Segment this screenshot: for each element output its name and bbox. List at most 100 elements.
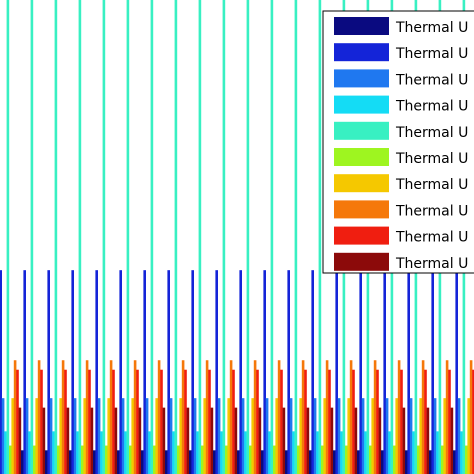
bar-g2-s9 [40, 369, 43, 474]
bar-g15-s7 [347, 398, 350, 474]
bar-g9-s4 [196, 431, 199, 474]
bar-g4-s10 [90, 407, 94, 474]
legend-swatch-1 [334, 17, 389, 35]
bar-g9-s8 [205, 360, 209, 474]
bar-g3-s3 [49, 398, 53, 474]
bar-g3-s1 [45, 450, 48, 474]
bar-g2-s4 [28, 431, 31, 474]
bar-g8-s5 [174, 0, 178, 474]
bar-g19-s10 [450, 407, 454, 474]
bar-g7-s6 [153, 445, 156, 474]
legend-swatch-8 [334, 200, 389, 219]
bar-g3-s5 [54, 0, 58, 474]
bar-g11-s1 [237, 450, 240, 474]
bar-g10-s1 [213, 450, 216, 474]
bar-g13-s4 [292, 431, 295, 474]
bar-g2-s5 [30, 0, 34, 474]
bar-g16-s2 [359, 270, 362, 474]
bar-g15-s6 [345, 445, 348, 474]
bar-g4-s8 [85, 360, 89, 474]
bar-g3-s10 [66, 407, 70, 474]
bar-g13-s9 [304, 369, 307, 474]
bar-g1-s9 [16, 369, 19, 474]
bar-g5-s5 [102, 0, 106, 474]
bar-g1-s10 [18, 407, 22, 474]
legend-label-9: Thermal U [395, 230, 468, 246]
bar-g7-s1 [141, 450, 144, 474]
legend-label-6: Thermal U [395, 151, 468, 167]
bar-g13-s3 [289, 398, 293, 474]
bar-g14-s7 [323, 398, 326, 474]
bar-g7-s7 [155, 398, 158, 474]
bar-g3-s7 [59, 398, 62, 474]
bar-g20-s6 [465, 445, 468, 474]
bar-g16-s6 [369, 445, 372, 474]
bar-g15-s4 [340, 431, 343, 474]
legend-label-3: Thermal U [395, 72, 468, 88]
bar-g10-s9 [232, 369, 235, 474]
bar-g20-s1 [453, 450, 456, 474]
bar-g15-s1 [333, 450, 336, 474]
bar-g11-s5 [246, 0, 250, 474]
bar-g3-s8 [61, 360, 65, 474]
bar-g19-s6 [441, 445, 444, 474]
bar-g1-s5 [6, 0, 10, 474]
bar-g13-s1 [285, 450, 288, 474]
bar-g9-s3 [193, 398, 197, 474]
bar-g6-s8 [133, 360, 137, 474]
bar-g14-s2 [311, 270, 314, 474]
bar-g20-s7 [467, 398, 470, 474]
bar-g2-s6 [33, 445, 36, 474]
bar-g6-s1 [117, 450, 120, 474]
bar-g9-s9 [208, 369, 211, 474]
bar-g2-s3 [25, 398, 29, 474]
bar-g6-s7 [131, 398, 134, 474]
bar-g4-s2 [71, 270, 74, 474]
bar-g20-s9 [472, 369, 474, 474]
bar-g20-s4 [460, 431, 463, 474]
bar-g5-s8 [109, 360, 113, 474]
legend-swatch-7 [334, 174, 389, 193]
bar-g10-s7 [227, 398, 230, 474]
bar-g18-s6 [417, 445, 420, 474]
bar-g18-s10 [426, 407, 430, 474]
bar-g11-s4 [244, 431, 247, 474]
bar-g17-s4 [388, 431, 391, 474]
bar-g19-s1 [429, 450, 432, 474]
bar-g12-s1 [261, 450, 264, 474]
legend-label-4: Thermal U [395, 99, 468, 115]
bar-g10-s4 [220, 431, 223, 474]
bar-g12-s5 [270, 0, 274, 474]
bar-g12-s7 [275, 398, 278, 474]
bar-g11-s3 [241, 398, 245, 474]
bar-g13-s10 [306, 407, 310, 474]
bar-g5-s10 [114, 407, 118, 474]
bar-g19-s8 [445, 360, 449, 474]
bar-g19-s9 [448, 369, 451, 474]
bar-g11-s7 [251, 398, 254, 474]
bar-g7-s10 [162, 407, 166, 474]
bar-g16-s7 [371, 398, 374, 474]
bar-g9-s10 [210, 407, 214, 474]
bar-g12-s6 [273, 445, 276, 474]
bar-g6-s2 [119, 270, 122, 474]
bar-g15-s2 [335, 270, 338, 474]
bar-g1-s4 [4, 431, 7, 474]
bar-g8-s10 [186, 407, 190, 474]
bar-g8-s4 [172, 431, 175, 474]
legend-swatch-4 [334, 95, 389, 114]
bar-g2-s8 [37, 360, 41, 474]
bar-g16-s10 [378, 407, 382, 474]
bar-g10-s5 [222, 0, 226, 474]
bar-g11-s8 [253, 360, 257, 474]
bar-g17-s6 [393, 445, 396, 474]
bar-g19-s4 [436, 431, 439, 474]
legend-label-2: Thermal U [395, 46, 468, 62]
legend-swatch-2 [334, 43, 389, 62]
bar-g18-s2 [407, 270, 410, 474]
bar-g18-s3 [409, 398, 413, 474]
bar-g8-s6 [177, 445, 180, 474]
legend-label-7: Thermal U [395, 177, 468, 193]
